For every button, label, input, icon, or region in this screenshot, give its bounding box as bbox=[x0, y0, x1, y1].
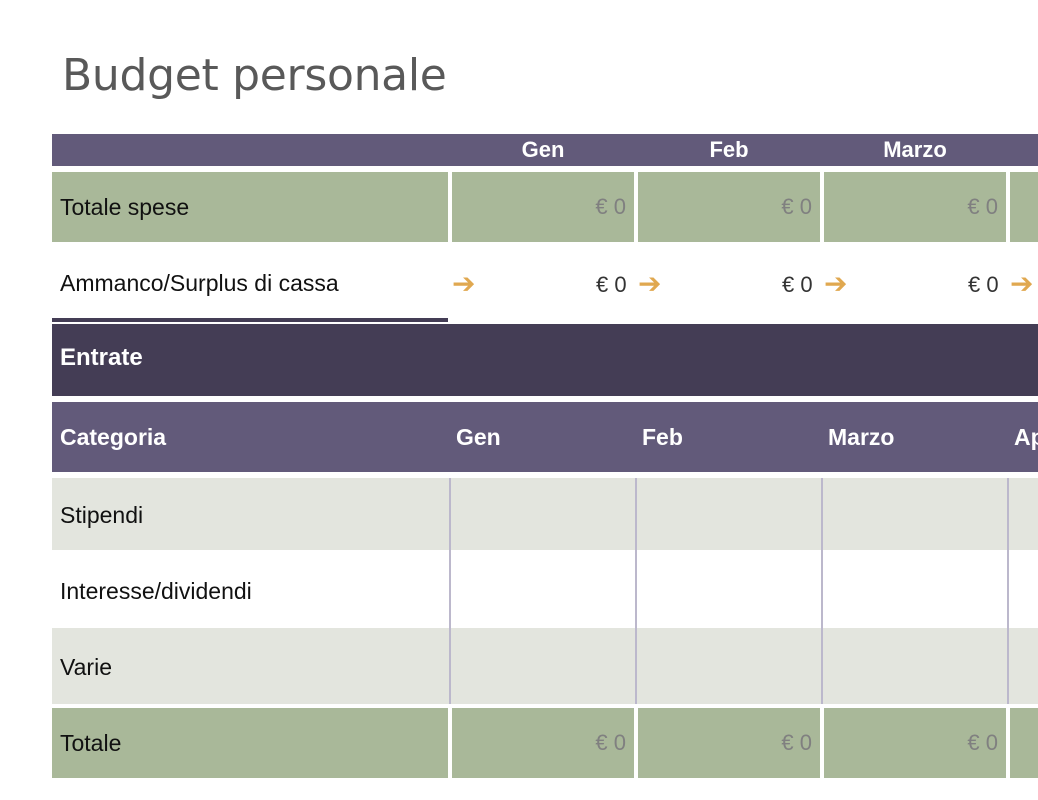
header-gen: Gen bbox=[456, 424, 501, 450]
arrow-right-icon: ➔ bbox=[824, 267, 848, 300]
totale-label: Totale bbox=[60, 730, 122, 756]
totale-spese-apr-cell[interactable] bbox=[1010, 172, 1038, 242]
totale-spese-label: Totale spese bbox=[60, 194, 190, 220]
column-divider bbox=[449, 478, 451, 704]
cash-row-underline bbox=[52, 318, 448, 322]
table-row[interactable]: Stipendi bbox=[52, 478, 1038, 550]
arrow-right-icon: ➔ bbox=[1010, 267, 1034, 300]
summary-month-marzo: Marzo bbox=[883, 137, 947, 162]
row-label-interesse: Interesse/dividendi bbox=[60, 578, 252, 604]
entrate-section-header: Entrate bbox=[52, 324, 1038, 396]
summary-header: Gen Feb Marzo bbox=[52, 134, 1038, 166]
totale-spese-gen-cell[interactable]: € 0 bbox=[452, 172, 634, 242]
table-row[interactable]: Interesse/dividendi bbox=[52, 550, 1038, 628]
header-categoria: Categoria bbox=[60, 424, 167, 450]
cash-marzo-value: € 0 bbox=[968, 272, 999, 297]
cash-label: Ammanco/Surplus di cassa bbox=[60, 270, 339, 296]
header-feb: Feb bbox=[642, 424, 683, 450]
totale-spese-feb-value: € 0 bbox=[781, 194, 812, 219]
arrow-right-icon: ➔ bbox=[638, 267, 662, 300]
summary-month-gen: Gen bbox=[521, 137, 565, 162]
cash-feb-value: € 0 bbox=[782, 272, 813, 297]
totale-label-cell[interactable]: Totale bbox=[52, 708, 448, 778]
entrate-table-header: Categoria Gen Feb Marzo Ap bbox=[52, 402, 1038, 472]
totale-feb-value: € 0 bbox=[781, 730, 812, 755]
totale-marzo-value: € 0 bbox=[967, 730, 998, 755]
header-apr: Ap bbox=[1014, 424, 1038, 450]
totale-spese-marzo-value: € 0 bbox=[967, 194, 998, 219]
totale-spese-gen-value: € 0 bbox=[595, 194, 626, 219]
totale-marzo-cell[interactable]: € 0 bbox=[824, 708, 1006, 778]
totale-apr-cell[interactable] bbox=[1010, 708, 1038, 778]
cash-gen-value: € 0 bbox=[596, 272, 627, 297]
header-marzo: Marzo bbox=[828, 424, 895, 450]
totale-gen-cell[interactable]: € 0 bbox=[452, 708, 634, 778]
row-label-varie: Varie bbox=[60, 654, 112, 680]
table-row[interactable]: Varie bbox=[52, 628, 1038, 704]
arrow-right-icon: ➔ bbox=[452, 267, 476, 300]
totale-gen-value: € 0 bbox=[595, 730, 626, 755]
column-divider bbox=[1007, 478, 1009, 704]
row-label-stipendi: Stipendi bbox=[60, 502, 144, 528]
page-title: Budget personale bbox=[62, 50, 447, 101]
summary-month-feb: Feb bbox=[709, 137, 749, 162]
totale-spese-marzo-cell[interactable]: € 0 bbox=[824, 172, 1006, 242]
entrate-section-label: Entrate bbox=[60, 344, 143, 371]
column-divider bbox=[635, 478, 637, 704]
totale-feb-cell[interactable]: € 0 bbox=[638, 708, 820, 778]
totale-spese-feb-cell[interactable]: € 0 bbox=[638, 172, 820, 242]
column-divider bbox=[821, 478, 823, 704]
totale-spese-label-cell[interactable]: Totale spese bbox=[52, 172, 448, 242]
